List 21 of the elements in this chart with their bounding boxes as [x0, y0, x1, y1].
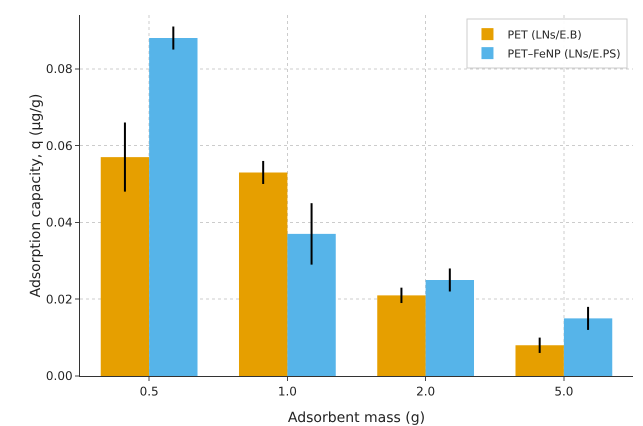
bar	[377, 295, 426, 376]
y-tick-label: 0.00	[46, 369, 73, 384]
y-tick-label: 0.02	[46, 292, 73, 306]
legend-label: PET–FeNP (LNs/E.PS)	[507, 47, 621, 60]
bar	[287, 234, 336, 376]
legend-label: PET (LNs/E.B)	[507, 28, 582, 42]
y-tick-label: 0.08	[46, 62, 73, 76]
x-axis-title: Adsorbent mass (g)	[288, 410, 426, 426]
bar	[515, 345, 564, 376]
x-tick-label: 2.0	[416, 384, 436, 398]
y-axis-title: Adsorption capacity, q (μg/g)	[28, 94, 44, 298]
bar	[238, 172, 288, 376]
bar	[564, 318, 612, 376]
y-tick-label: 0.04	[46, 216, 73, 230]
x-tick-label: 0.5	[140, 384, 159, 398]
x-tick-label: 5.0	[554, 384, 574, 398]
x-tick-label: 1.0	[278, 384, 297, 398]
y-tick-label: 0.06	[46, 138, 73, 153]
bar	[149, 38, 198, 376]
bar	[100, 157, 150, 376]
bar	[426, 280, 474, 376]
